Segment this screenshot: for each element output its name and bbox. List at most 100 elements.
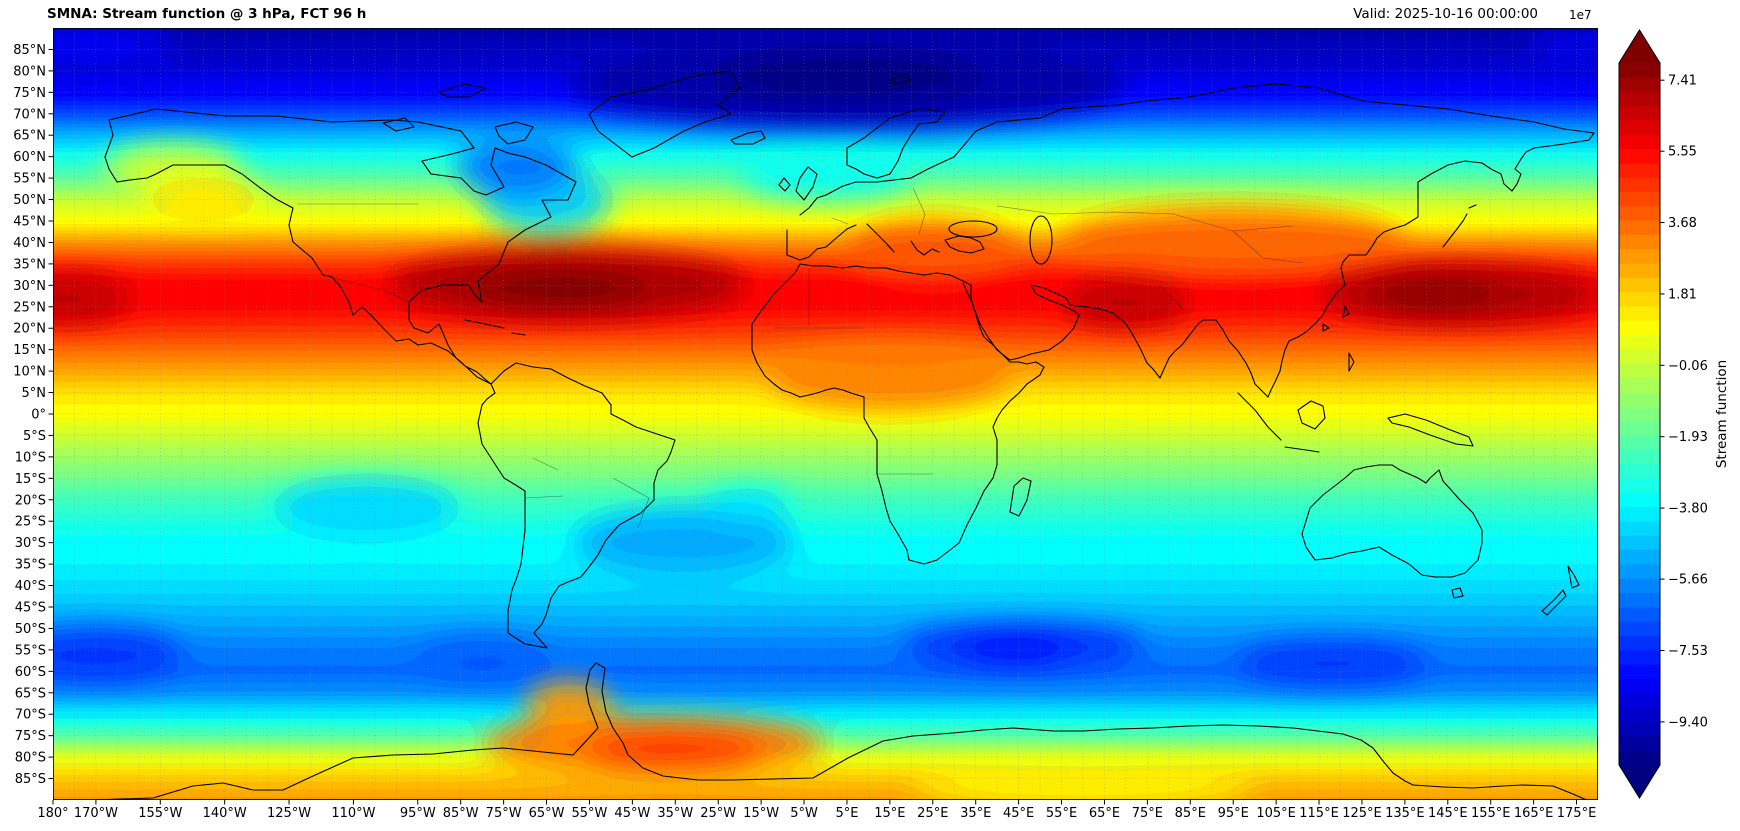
lon-tick-label: 85°E bbox=[1175, 806, 1206, 821]
anomaly-cell bbox=[718, 49, 976, 101]
lon-tick-label: 5°E bbox=[835, 806, 858, 821]
lon-tick-label: 75°W bbox=[486, 806, 522, 821]
lat-tick-label: 5°N bbox=[22, 386, 47, 401]
lat-tick-label: 10°N bbox=[13, 365, 46, 380]
lon-tick-label: 25°E bbox=[917, 806, 948, 821]
colorbar-offset-label: 1e7 bbox=[1569, 8, 1592, 22]
lat-tick-label: 65°S bbox=[15, 686, 46, 701]
anomaly-cell bbox=[1529, 28, 1598, 67]
lon-tick-label: 45°W bbox=[614, 806, 650, 821]
lon-tick-label: 155°W bbox=[138, 806, 182, 821]
colorbar-tick-label: −7.53 bbox=[1668, 644, 1708, 659]
lon-tick-label: 155°E bbox=[1471, 806, 1511, 821]
colorbar-extend-min-arrow bbox=[1619, 765, 1660, 798]
colorbar-tick-label: −1.93 bbox=[1668, 430, 1708, 445]
colorbar-segment bbox=[1619, 521, 1660, 537]
lat-tick-label: 50°S bbox=[15, 622, 46, 637]
country-borders bbox=[297, 187, 1304, 529]
lon-tick-label: 55°W bbox=[572, 806, 608, 821]
lat-tick-label: 70°N bbox=[13, 107, 46, 122]
lat-tick-label: 35°S bbox=[15, 558, 46, 573]
longitude-axis: 180° 170°W 155°W 140°W 125°W 110°W 95°W 85°W 75°… bbox=[37, 800, 1596, 821]
lat-tick-label: 55°N bbox=[13, 172, 46, 187]
lat-tick-label: 0° bbox=[31, 408, 46, 423]
colorbar-segment bbox=[1619, 406, 1660, 422]
lon-tick-label: 180° bbox=[37, 806, 68, 821]
lat-tick-label: 20°S bbox=[15, 493, 46, 508]
lon-tick-label: 95°W bbox=[400, 806, 436, 821]
colorbar-segment bbox=[1619, 134, 1660, 150]
lon-tick-label: 115°E bbox=[1299, 806, 1339, 821]
lat-tick-label: 70°S bbox=[15, 708, 46, 723]
colorbar-axis-label: Stream function bbox=[1714, 360, 1730, 468]
colorbar-segment bbox=[1619, 120, 1660, 136]
valid-timestamp: Valid: 2025-10-16 00:00:00 bbox=[1353, 6, 1538, 22]
graticule bbox=[53, 28, 1598, 800]
anomaly-cell bbox=[1237, 641, 1427, 685]
colorbar-outline bbox=[1618, 29, 1661, 799]
lon-tick-label: 140°W bbox=[203, 806, 247, 821]
lon-tick-label: 45°E bbox=[1003, 806, 1034, 821]
contour-field bbox=[53, 28, 1598, 800]
colorbar-segment bbox=[1619, 664, 1660, 680]
lat-tick-label: 50°N bbox=[13, 193, 46, 208]
anomaly-cell bbox=[1374, 276, 1495, 312]
lat-tick-label: 55°S bbox=[15, 643, 46, 658]
lon-tick-label: 175°E bbox=[1557, 806, 1597, 821]
colorbar-segment bbox=[1619, 679, 1660, 695]
lat-tick-label: 35°N bbox=[13, 257, 46, 272]
colorbar-segment bbox=[1619, 177, 1660, 193]
lat-tick-label: 40°N bbox=[13, 236, 46, 251]
colorbar-segment bbox=[1619, 148, 1660, 164]
lat-tick-label: 75°N bbox=[13, 86, 46, 101]
colorbar-segment bbox=[1619, 105, 1660, 122]
anomaly-cell bbox=[53, 628, 182, 680]
lon-tick-label: 125°E bbox=[1342, 806, 1382, 821]
colorbar-segment bbox=[1619, 449, 1660, 465]
lon-tick-label: 15°E bbox=[874, 806, 905, 821]
lat-tick-label: 25°N bbox=[13, 300, 46, 315]
colorbar-tick-label: 7.41 bbox=[1668, 74, 1697, 89]
anomaly-cell bbox=[1061, 276, 1191, 329]
colorbar-segment bbox=[1619, 435, 1660, 451]
coastlines bbox=[85, 70, 1595, 800]
anomaly-cell bbox=[705, 486, 792, 522]
colorbar-segment bbox=[1619, 550, 1660, 566]
latitude-axis: 85°N 80°N 75°N 70°N 65°N 60°N 55°N 50°N 45°N 40°N… bbox=[13, 43, 53, 787]
colorbar-segment bbox=[1619, 320, 1660, 336]
colorbar-tick-label: 3.68 bbox=[1668, 216, 1697, 231]
colorbar-tick-label: −5.66 bbox=[1668, 573, 1708, 588]
colorbar-segment bbox=[1619, 335, 1660, 351]
colorbar-segment bbox=[1619, 621, 1660, 637]
lon-tick-label: 105°E bbox=[1256, 806, 1296, 821]
lat-tick-label: 75°S bbox=[15, 729, 46, 744]
lon-tick-label: 65°E bbox=[1089, 806, 1120, 821]
lon-tick-label: 35°E bbox=[960, 806, 991, 821]
lat-tick-label: 15°N bbox=[13, 343, 46, 358]
lat-tick-label: 40°S bbox=[15, 579, 46, 594]
colorbar-segment bbox=[1619, 206, 1660, 222]
figure-title: SMNA: Stream function @ 3 hPa, FCT 96 h bbox=[47, 6, 366, 22]
lat-tick-label: 85°S bbox=[15, 772, 46, 787]
colorbar-segment bbox=[1619, 492, 1660, 508]
colorbar-segment bbox=[1619, 378, 1660, 394]
anomaly-cell bbox=[962, 637, 1066, 663]
lat-tick-label: 30°N bbox=[13, 279, 46, 294]
colorbar-segment bbox=[1619, 478, 1660, 494]
colorbar-segment bbox=[1619, 578, 1660, 594]
colorbar-segment bbox=[1619, 736, 1660, 752]
lon-tick-label: 35°W bbox=[657, 806, 693, 821]
colorbar-segment bbox=[1619, 722, 1660, 738]
colorbar-segment bbox=[1619, 593, 1660, 609]
lat-tick-label: 85°N bbox=[13, 43, 46, 58]
colorbar-segment bbox=[1619, 77, 1660, 93]
colorbar-segment bbox=[1619, 464, 1660, 480]
colorbar-segment bbox=[1619, 363, 1660, 379]
colorbar-segment bbox=[1619, 750, 1660, 766]
anomaly-cell bbox=[911, 769, 1255, 800]
anomaly-cell bbox=[271, 478, 461, 539]
colorbar-segment bbox=[1619, 650, 1660, 666]
colorbar-segment bbox=[1619, 163, 1660, 179]
